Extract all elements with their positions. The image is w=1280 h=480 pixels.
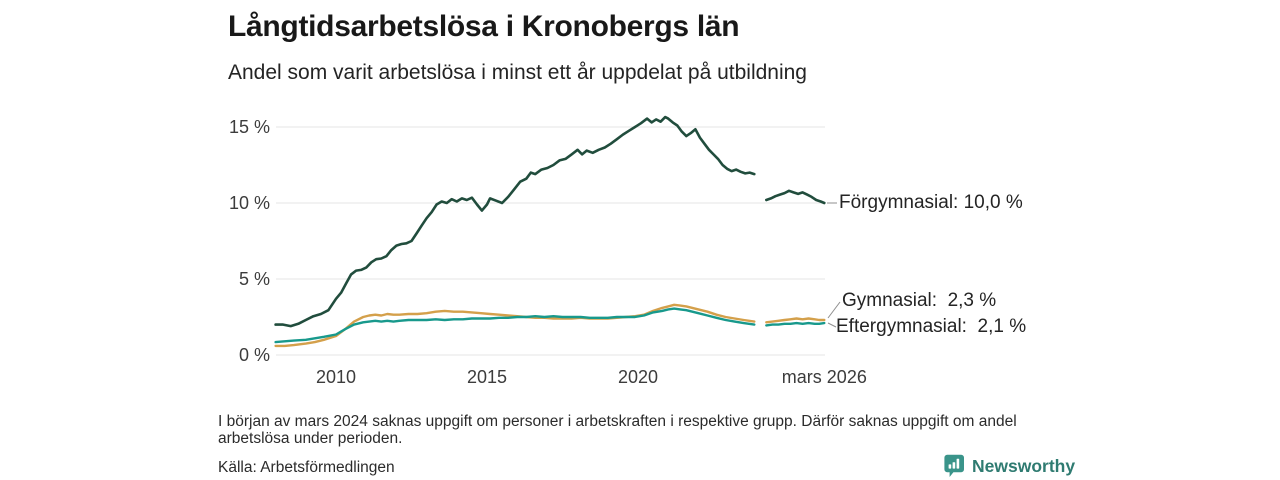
leader-line-gymnasial	[827, 301, 841, 319]
series-end-label-forgymnasial: Förgymnasial: 10,0 %	[839, 192, 1023, 213]
series-end-label-eftergymnasial: Eftergymnasial: 2,1 %	[836, 316, 1027, 337]
newsworthy-branding: Newsworthy	[944, 454, 1075, 478]
x-axis-tick-label: 2015	[466, 367, 508, 387]
x-axis-tick-label: mars 2026	[781, 367, 867, 387]
chart-title: Långtidsarbetslösa i Kronobergs län	[228, 10, 740, 43]
series-end-label-gymnasial: Gymnasial: 2,3 %	[842, 290, 997, 311]
series-line-gymnasial	[274, 303, 756, 348]
y-axis-tick-label: 5 %	[238, 269, 270, 289]
y-axis-tick-label: 10 %	[228, 193, 270, 213]
series-line-gymnasial	[765, 317, 826, 324]
series-line-forgymnasial	[764, 189, 826, 205]
series-line-eftergymnasial	[274, 307, 756, 344]
x-axis-tick-label: 2020	[617, 367, 659, 387]
x-axis-tick-label: 2010	[315, 367, 357, 387]
newsworthy-wordmark: Newsworthy	[972, 455, 1076, 476]
newsworthy-bubble-barchart-icon	[944, 454, 964, 477]
y-axis-tick-label: 15 %	[228, 117, 270, 137]
leader-line-eftergymnasial	[827, 322, 837, 328]
series-line-eftergymnasial	[765, 321, 826, 327]
y-axis-tick-label: 0 %	[238, 345, 270, 365]
series-line-forgymnasial	[274, 115, 756, 328]
chart-subtitle: Andel som varit arbetslösa i minst ett å…	[228, 61, 807, 84]
source-credit: Källa: Arbetsförmedlingen	[218, 459, 395, 476]
footnote: I början av mars 2024 saknas uppgift om …	[218, 413, 1017, 447]
